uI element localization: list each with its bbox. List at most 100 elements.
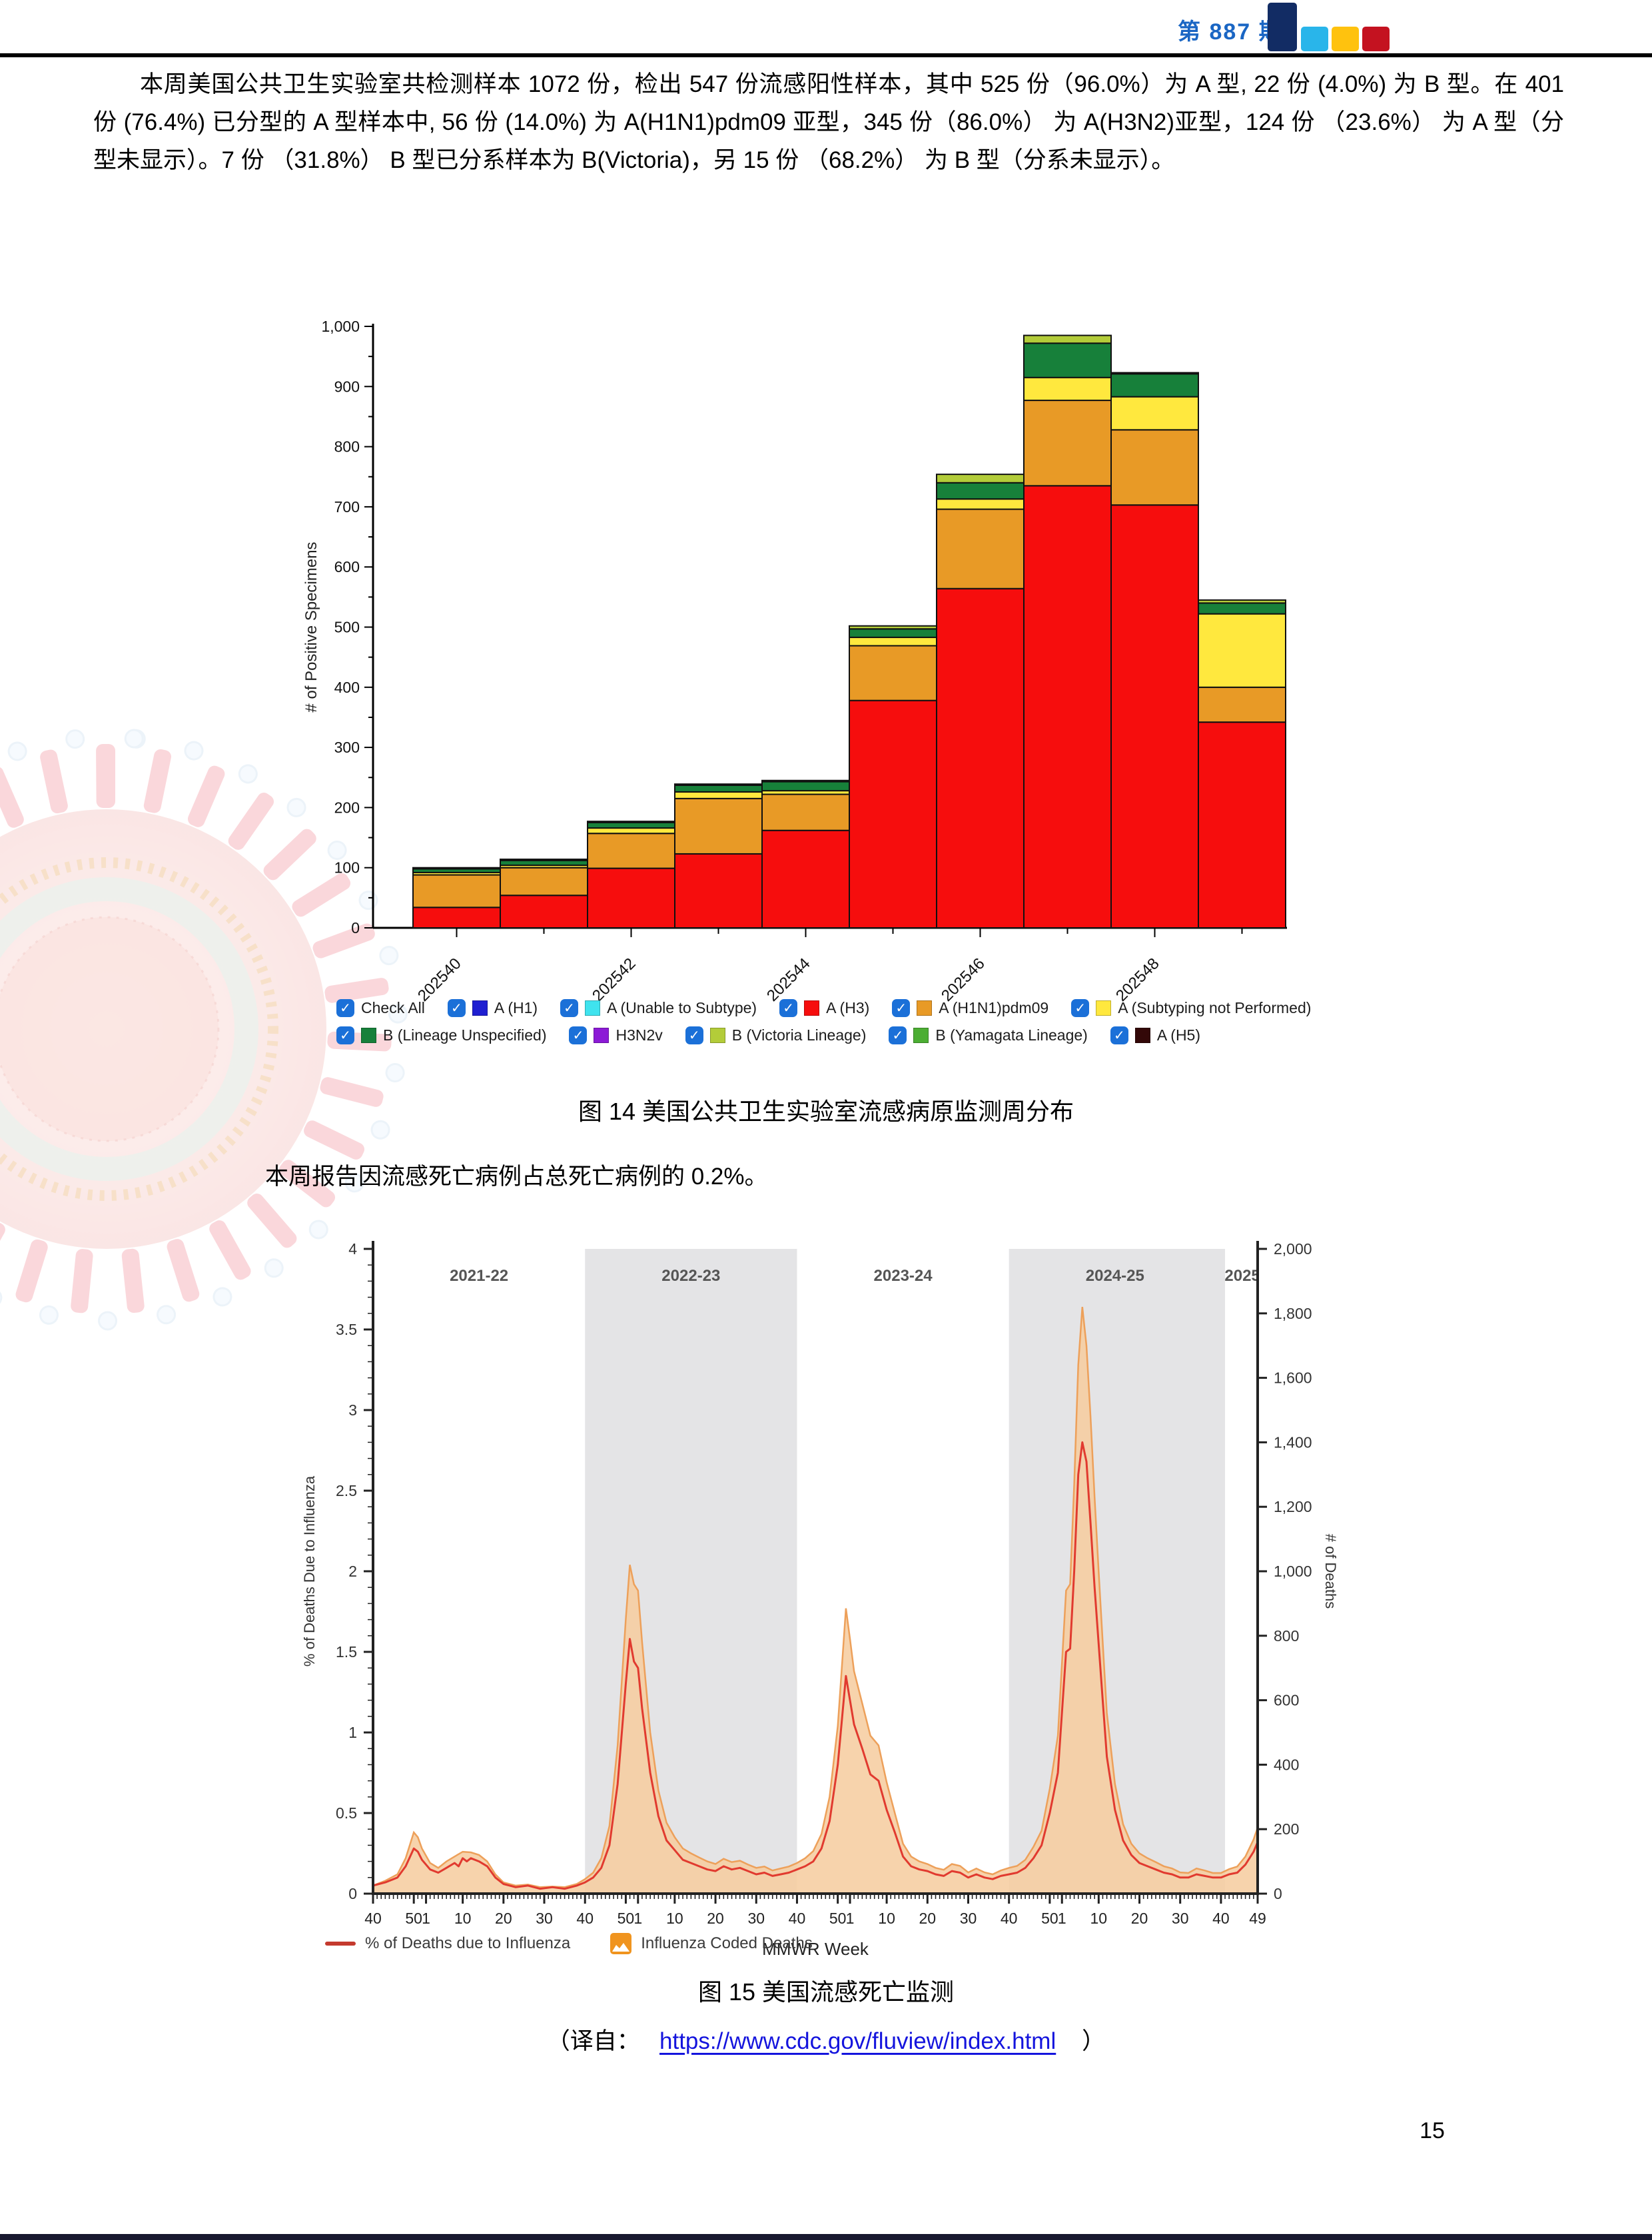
page-number: 15 — [1420, 2118, 1445, 2143]
bar-segment — [1110, 373, 1199, 398]
legend-item: ✓ A (H3) — [779, 999, 869, 1017]
bar-segment — [1198, 613, 1286, 688]
svg-text:30: 30 — [960, 1910, 977, 1927]
bar-segment — [674, 783, 763, 786]
svg-text:700: 700 — [334, 498, 360, 516]
figure14-caption: 图 14 美国公共卫生实验室流感病原监测周分布 — [578, 1098, 1074, 1125]
figure15-caption: 图 15 美国流感死亡监测 — [697, 1978, 955, 2006]
svg-text:40: 40 — [789, 1910, 806, 1927]
svg-text:49: 49 — [1249, 1910, 1266, 1927]
svg-text:2.5: 2.5 — [336, 1482, 357, 1499]
bar-segment — [500, 859, 588, 867]
bar-segment — [936, 498, 1025, 510]
footer-rule — [0, 2234, 1652, 2240]
bar-segment — [1023, 334, 1112, 344]
legend-color-swatch — [585, 1000, 601, 1016]
logo-bar-navy — [1268, 3, 1297, 51]
svg-text:2: 2 — [348, 1563, 357, 1580]
svg-text:1.5: 1.5 — [336, 1643, 357, 1661]
legend-checkbox[interactable]: ✓ — [892, 999, 911, 1017]
svg-text:3: 3 — [348, 1401, 357, 1419]
legend-label: B (Lineage Unspecified) — [383, 1026, 547, 1044]
legend-label: A (Subtyping not Performed) — [1118, 999, 1312, 1016]
line-swatch — [325, 1942, 356, 1946]
svg-text:202540: 202540 — [414, 954, 465, 1004]
mortality-chart-legend: % of Deaths due to Influenza Influenza Co… — [325, 1933, 813, 1954]
svg-text:40: 40 — [576, 1910, 594, 1927]
svg-text:20: 20 — [919, 1910, 936, 1927]
legend-item: ✓ Check All — [336, 999, 425, 1017]
legend-item: % of Deaths due to Influenza — [325, 1934, 570, 1953]
svg-text:202544: 202544 — [763, 954, 814, 1004]
axes: 00.511.522.533.5402004006008001,0001,200… — [301, 1240, 1339, 1959]
virus-watermark-illustration — [0, 729, 408, 1331]
logo-bar-red — [1362, 27, 1390, 51]
legend-checkbox[interactable]: ✓ — [889, 1026, 907, 1044]
bar-segment — [761, 829, 850, 929]
legend-label: A (H5) — [1156, 1026, 1201, 1044]
legend-checkbox[interactable]: ✓ — [1110, 1026, 1128, 1044]
svg-text:1,200: 1,200 — [1274, 1498, 1312, 1515]
publisher-logo — [1268, 3, 1421, 53]
source-prefix: （译自： — [546, 2028, 640, 2054]
bar-chart-legend: ✓ Check All ✓ A (H1) ✓ A (Unable to Subtype) ✓… — [336, 999, 1336, 1044]
svg-text:40: 40 — [1001, 1910, 1018, 1927]
svg-text:1,400: 1,400 — [1274, 1433, 1312, 1451]
bar-segment — [412, 871, 501, 876]
legend-checkbox[interactable]: ✓ — [336, 1026, 354, 1044]
svg-text:50: 50 — [618, 1910, 635, 1927]
svg-text:1: 1 — [422, 1910, 430, 1927]
bar-segment — [500, 895, 588, 929]
svg-text:0: 0 — [348, 1885, 357, 1902]
legend-checkbox[interactable]: ✓ — [685, 1026, 703, 1044]
svg-text:10: 10 — [1090, 1910, 1108, 1927]
svg-text:10: 10 — [454, 1910, 472, 1927]
bar-segment — [849, 636, 937, 647]
bar-segment — [412, 874, 501, 909]
bar-segment — [1198, 686, 1286, 723]
cdc-fluview-link[interactable]: https://www.cdc.gov/fluview/index.html — [659, 2028, 1056, 2054]
bar-segment — [1110, 429, 1199, 506]
bar-segment — [674, 784, 763, 793]
legend-label: B (Victoria Lineage) — [731, 1026, 867, 1044]
svg-text:2,000: 2,000 — [1274, 1240, 1312, 1258]
bar-segment — [1110, 372, 1199, 375]
svg-text:40: 40 — [1212, 1910, 1230, 1927]
bar-segment — [587, 821, 675, 823]
legend-checkbox[interactable]: ✓ — [779, 999, 798, 1017]
legend-color-swatch — [361, 1028, 376, 1043]
legend-label: B (Yamagata Lineage) — [935, 1026, 1088, 1044]
legend-label: A (Unable to Subtype) — [607, 999, 757, 1016]
bar-segment — [500, 859, 588, 861]
legend-item: ✓ A (H1) — [447, 999, 538, 1017]
legend-label: H3N2v — [616, 1026, 663, 1044]
legend-checkbox[interactable]: ✓ — [1071, 999, 1090, 1017]
season-shading: 2021-22 2022-23 2023-24 2024-25 2025-2 — [450, 1249, 1258, 1894]
svg-text:% of Deaths Due to Influenza: % of Deaths Due to Influenza — [301, 1475, 318, 1667]
logo-bar-yellow — [1332, 27, 1359, 51]
legend-checkbox[interactable]: ✓ — [447, 999, 466, 1017]
legend-color-swatch — [804, 1000, 820, 1016]
influenza-coded-deaths-area — [373, 1306, 1258, 1894]
bar-segment — [761, 781, 850, 792]
bar-segment — [761, 779, 850, 783]
svg-text:800: 800 — [334, 438, 360, 456]
legend-checkbox[interactable]: ✓ — [336, 999, 354, 1017]
bar-segment — [1110, 396, 1199, 431]
svg-text:202546: 202546 — [938, 954, 989, 1004]
summary-paragraph: 本周美国公共卫生实验室共检测样本 1072 份，检出 547 份流感阳性样本，其… — [93, 71, 1564, 173]
svg-text:20: 20 — [707, 1910, 724, 1927]
bar-segment — [1198, 602, 1286, 615]
svg-text:30: 30 — [747, 1910, 765, 1927]
svg-text:50: 50 — [829, 1910, 847, 1927]
legend-checkbox[interactable]: ✓ — [569, 1026, 588, 1044]
bar-segment — [500, 865, 588, 869]
bar-segment — [1023, 400, 1112, 487]
legend-checkbox[interactable]: ✓ — [560, 999, 579, 1017]
legend-item: Influenza Coded Deaths — [610, 1933, 813, 1954]
svg-text:0.5: 0.5 — [336, 1804, 357, 1822]
svg-text:1,000: 1,000 — [321, 318, 360, 335]
bar-segment — [849, 628, 937, 638]
legend-item: ✓ A (H5) — [1110, 1026, 1200, 1044]
svg-text:400: 400 — [1274, 1756, 1299, 1773]
